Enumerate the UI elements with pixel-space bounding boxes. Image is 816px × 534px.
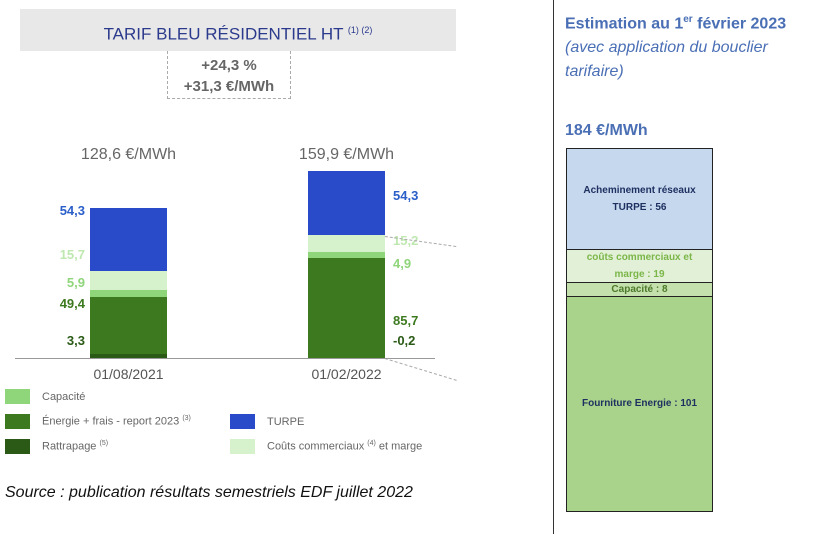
bar-segment <box>308 252 385 259</box>
legend-swatch <box>5 389 30 404</box>
legend-swatch <box>230 439 255 454</box>
bar-segment <box>90 289 167 297</box>
bar-segment <box>308 234 385 253</box>
value-label: 54,3 <box>393 188 419 203</box>
legend-label: TURPE <box>267 415 305 428</box>
legend-swatch <box>5 414 30 429</box>
legend-label: Coûts commerciaux (4) et marge <box>267 440 423 453</box>
legend-label: Rattrapage (5) <box>42 440 109 453</box>
estimate-title-sup: er <box>683 14 693 25</box>
bar-total: 128,6 €/MWh <box>80 146 177 163</box>
chart-title-text: TARIF BLEU RÉSIDENTIEL HT <box>103 24 344 44</box>
bar-segment <box>308 171 385 235</box>
delta-box: +24,3 % +31,3 €/MWh <box>167 51 291 99</box>
bar-segment <box>90 354 167 358</box>
bar-total: 159,9 €/MWh <box>298 146 395 163</box>
value-label: -0,2 <box>393 333 416 348</box>
estimate-segment: Acheminement réseaux TURPE : 56 <box>566 148 713 251</box>
value-label: 4,9 <box>393 256 412 271</box>
delta-percent: +24,3 % <box>201 57 257 74</box>
estimate-segment-label: Acheminement réseaux TURPE : 56 <box>583 185 696 214</box>
estimate-subtitle: (avec application du bouclier tarifaire) <box>565 39 768 81</box>
estimate-segment: Fourniture Energie : 101 <box>566 296 713 512</box>
x-axis <box>15 358 435 359</box>
estimate-segment-label: Capacité : 8 <box>611 284 668 296</box>
value-label: 15,7 <box>59 247 85 262</box>
divider <box>553 0 554 534</box>
legend-label: Capacité <box>42 390 86 403</box>
legend-item: Coûts commerciaux (4) et marge <box>230 439 422 454</box>
estimate-segment-label: Fourniture Energie : 101 <box>581 398 698 410</box>
legend-swatch <box>230 414 255 429</box>
estimate-title-main: Estimation au 1 <box>565 15 684 33</box>
chart-title: TARIF BLEU RÉSIDENTIEL HT (1) (2) <box>20 9 456 51</box>
x-tick-label: 01/08/2021 <box>93 366 164 382</box>
delta-abs: +31,3 €/MWh <box>183 78 275 95</box>
value-label: 54,3 <box>59 203 85 218</box>
value-label: 49,4 <box>59 296 85 311</box>
value-label: 3,3 <box>66 333 85 348</box>
source-note: Source : publication résultats semestrie… <box>5 484 413 501</box>
bar-segment <box>90 271 167 290</box>
estimate-segment-label: coûts commerciaux et marge : 19 <box>586 252 693 281</box>
bar-segment <box>308 258 385 358</box>
legend-label: Énergie + frais - report 2023 (3) <box>42 415 191 428</box>
value-label: 5,9 <box>66 275 85 290</box>
x-tick-label: 01/02/2022 <box>311 366 382 382</box>
legend-item: Capacité <box>5 389 85 404</box>
value-label: 15,2 <box>393 233 419 248</box>
legend-swatch <box>5 439 30 454</box>
estimate-title-rest: février 2023 <box>692 15 787 33</box>
estimate-segment: coûts commerciaux et marge : 19 <box>566 249 713 284</box>
legend-item: Rattrapage (5) <box>5 439 108 454</box>
estimate-total: 184 €/MWh <box>565 122 648 139</box>
title-footnotes: (1) (2) <box>347 25 373 35</box>
bar-segment <box>90 296 167 355</box>
legend-item: TURPE <box>230 414 304 429</box>
legend-item: Énergie + frais - report 2023 (3) <box>5 414 191 429</box>
value-label: 85,7 <box>393 313 419 328</box>
bar-segment <box>90 208 167 272</box>
estimate-title: Estimation au 1er février 2023 (avec app… <box>565 8 805 84</box>
